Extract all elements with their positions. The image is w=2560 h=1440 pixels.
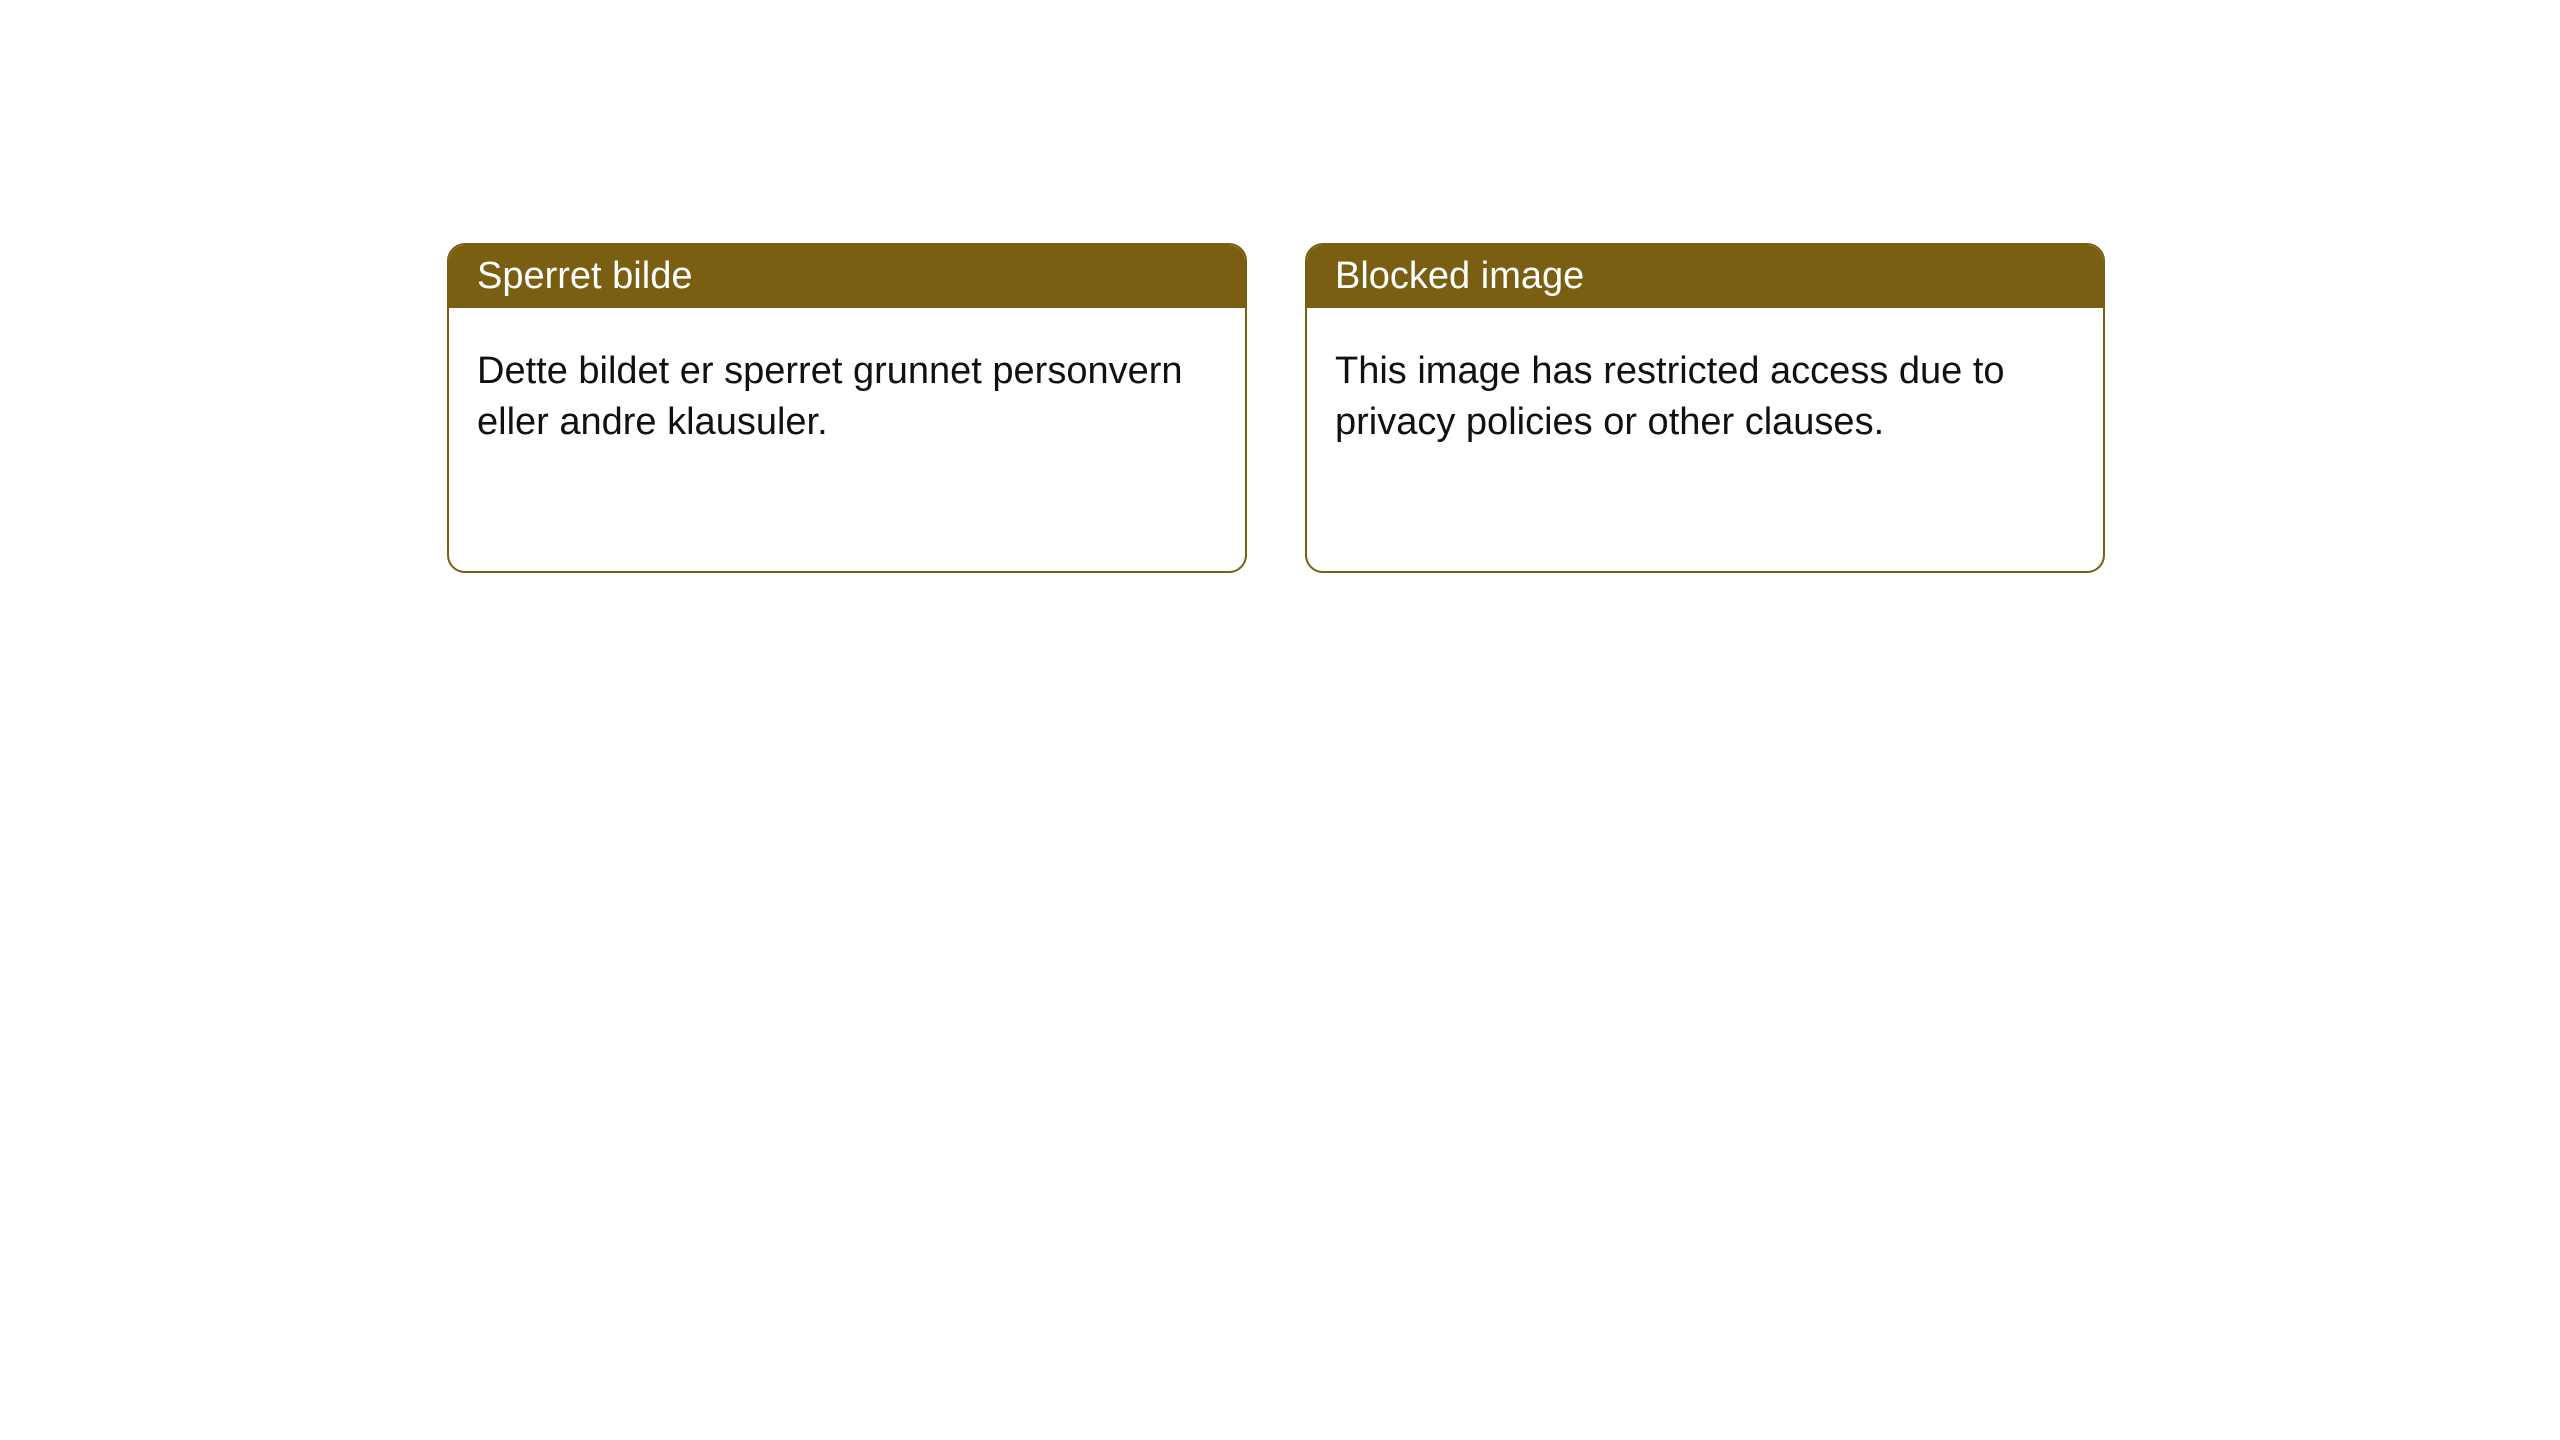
card-title: Sperret bilde [477,255,692,297]
card-body-text: Dette bildet er sperret grunnet personve… [477,350,1183,443]
notice-container: Sperret bilde Dette bildet er sperret gr… [447,243,2105,573]
card-header: Blocked image [1307,245,2103,308]
card-body: Dette bildet er sperret grunnet personve… [449,308,1245,487]
card-title: Blocked image [1335,255,1584,297]
notice-card-norwegian: Sperret bilde Dette bildet er sperret gr… [447,243,1247,573]
card-body: This image has restricted access due to … [1307,308,2103,487]
card-header: Sperret bilde [449,245,1245,308]
notice-card-english: Blocked image This image has restricted … [1305,243,2105,573]
card-body-text: This image has restricted access due to … [1335,350,2005,443]
